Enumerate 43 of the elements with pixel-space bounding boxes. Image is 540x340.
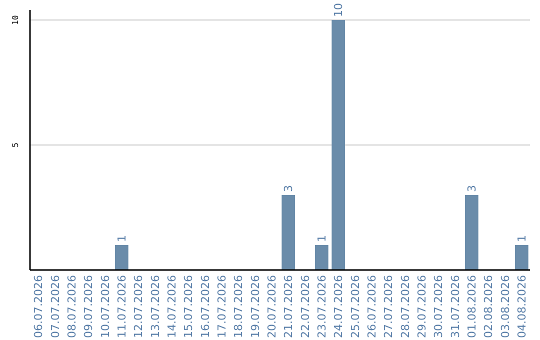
x-tick-label: 09.07.2026 (82, 275, 96, 338)
x-tick-label: 19.07.2026 (248, 275, 262, 338)
x-tick-label: 20.07.2026 (266, 275, 279, 338)
bar (332, 20, 345, 270)
bar (315, 245, 328, 270)
x-tick-label: 01.08.2026 (466, 275, 479, 338)
x-tick-label: 14.07.2026 (166, 275, 179, 338)
x-tick-label: 10.07.2026 (98, 275, 112, 338)
x-tick-label: 24.07.2026 (332, 275, 346, 338)
x-tick-label: 02.08.2026 (482, 275, 496, 338)
bar (115, 245, 128, 270)
x-tick-label: 31.07.2026 (448, 275, 462, 338)
data-label: 3 (466, 185, 479, 192)
x-tick-label: 23.07.2026 (316, 275, 329, 338)
x-tick-label: 17.07.2026 (216, 275, 229, 338)
x-tick-label: 30.07.2026 (432, 275, 446, 338)
bar (282, 195, 295, 270)
x-tick-label: 07.07.2026 (48, 275, 62, 338)
x-tick-label: 13.07.2026 (148, 275, 162, 338)
data-label: 1 (516, 235, 529, 242)
x-tick-label: 16.07.2026 (198, 275, 212, 338)
x-tick-label: 29.07.2026 (416, 275, 429, 338)
y-tick-label: 5 (11, 142, 20, 148)
x-tick-label: 22.07.2026 (298, 275, 312, 338)
bar (465, 195, 478, 270)
x-tick-label: 25.07.2026 (348, 275, 362, 338)
x-tick-label: 27.07.2026 (382, 275, 396, 338)
x-tick-label: 06.07.2026 (32, 275, 46, 338)
x-tick-label: 18.07.2026 (232, 275, 246, 338)
x-tick-label: 15.07.2026 (182, 275, 196, 338)
x-tick-label: 21.07.2026 (282, 275, 296, 338)
x-tick-label: 26.07.2026 (366, 275, 379, 338)
x-tick-label: 08.07.2026 (66, 275, 79, 338)
data-label: 1 (116, 235, 129, 242)
bar (515, 245, 528, 270)
data-label: 10 (332, 3, 346, 17)
x-tick-label: 03.08.2026 (498, 275, 512, 338)
x-tick-label: 11.07.2026 (116, 275, 129, 338)
x-tick-label: 12.07.2026 (132, 275, 146, 338)
x-tick-label: 04.08.2026 (516, 275, 529, 338)
x-tick-label: 28.07.2026 (398, 275, 412, 338)
data-label: 3 (282, 185, 296, 192)
data-label: 1 (316, 235, 329, 242)
